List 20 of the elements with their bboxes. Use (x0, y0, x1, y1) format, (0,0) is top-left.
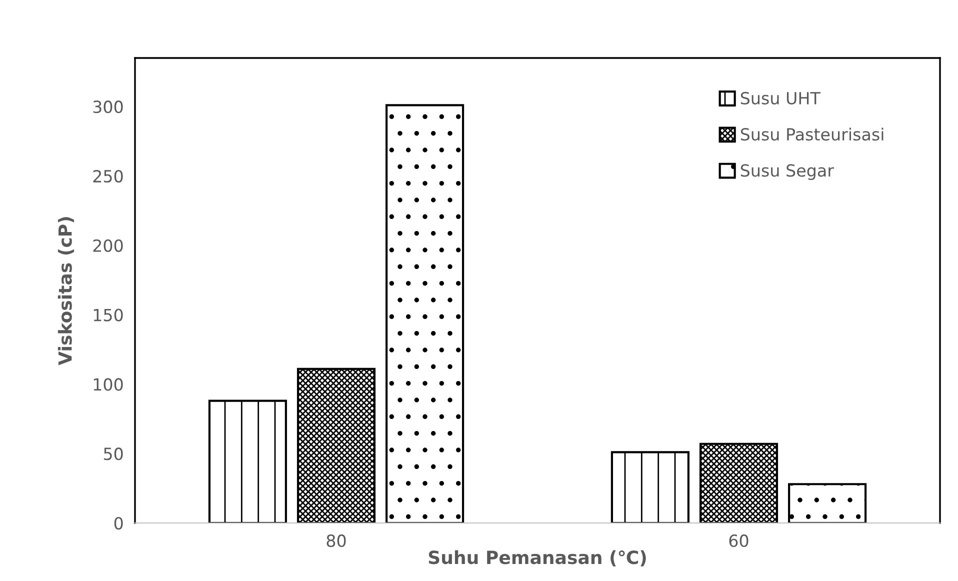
y-tick-label: 100 (94, 378, 123, 391)
x-tick-label: 60 (729, 534, 748, 548)
bar (296, 368, 376, 523)
bar (699, 442, 778, 523)
bar (208, 400, 287, 523)
y-tick-label: 250 (93, 170, 123, 183)
bar (788, 483, 867, 523)
y-tick-label: 300 (93, 100, 123, 114)
bar (386, 104, 464, 523)
y-tick-label: 0 (114, 516, 123, 530)
y-tick-label: 50 (104, 448, 123, 460)
x-tick-label: 80 (326, 534, 346, 548)
y-axis-title: Viskositas (cP) (58, 217, 74, 366)
legend-label: Susu Segar (740, 164, 834, 180)
x-axis-title: Suhu Pemanasan (℃) (428, 550, 646, 566)
bar (610, 451, 690, 523)
y-tick-label: 200 (93, 239, 123, 252)
y-tick-label: 150 (94, 308, 123, 322)
legend-label: Susu UHT (740, 92, 820, 105)
legend-label: Susu Pasteurisasi (740, 128, 884, 141)
